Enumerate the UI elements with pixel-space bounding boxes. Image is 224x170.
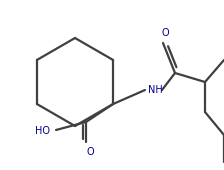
Text: HO: HO (35, 126, 50, 136)
Text: O: O (86, 147, 94, 157)
Text: NH: NH (148, 85, 163, 95)
Text: O: O (161, 28, 169, 38)
